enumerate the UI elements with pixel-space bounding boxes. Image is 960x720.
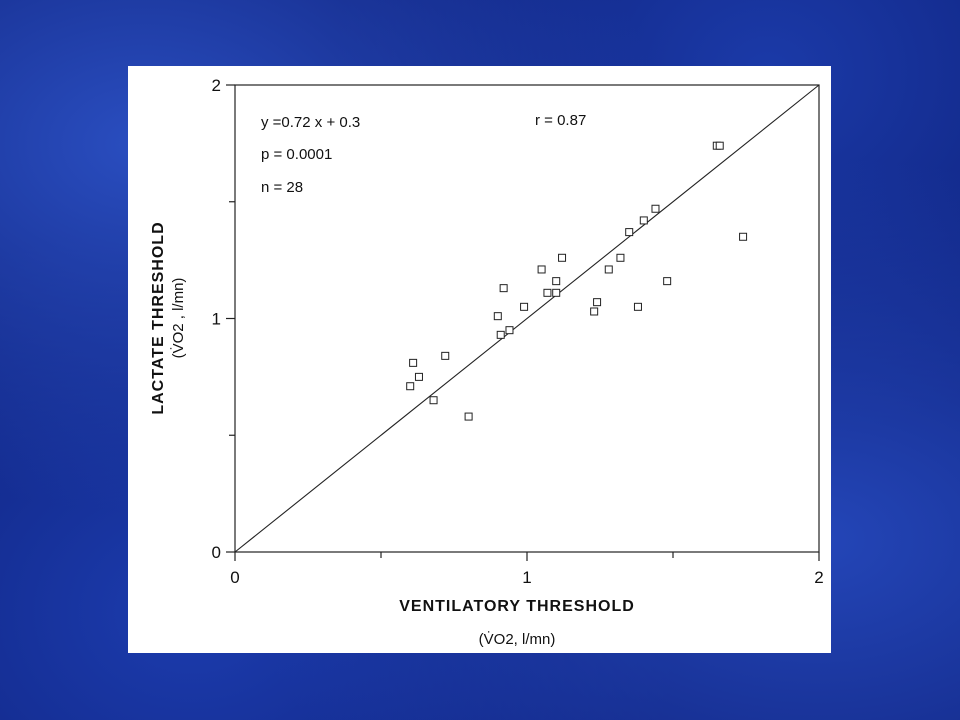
data-point [593, 298, 602, 307]
data-point [414, 372, 423, 381]
equation-annotation: y =0.72 x + 0.3 [261, 114, 360, 131]
y-tick-label: 0 [212, 543, 221, 562]
data-point [505, 326, 514, 335]
data-point [604, 265, 613, 274]
data-point [633, 302, 642, 311]
data-point [543, 288, 552, 297]
data-point [625, 228, 634, 237]
data-point [496, 330, 505, 339]
x-tick-label: 0 [230, 568, 239, 587]
p-annotation: p = 0.0001 [261, 146, 332, 163]
data-point [639, 216, 648, 225]
y-axis-title: LACTATE THRESHOLD [150, 221, 167, 414]
x-tick-label: 2 [814, 568, 823, 587]
data-point [663, 277, 672, 286]
data-point [616, 253, 625, 262]
data-point [537, 265, 546, 274]
data-point [715, 141, 724, 150]
y-tick-label: 2 [212, 76, 221, 95]
data-point [552, 277, 561, 286]
data-point [651, 204, 660, 213]
data-point [409, 358, 418, 367]
regression-line [234, 84, 820, 553]
data-point [552, 288, 561, 297]
x-axis-title: VENTILATORY THRESHOLD [399, 598, 635, 615]
chart-panel: 0 1 2 0 1 2 y =0.72 x + 0.3 r = 0.87 p = 0.00… [128, 66, 831, 653]
data-point [406, 382, 415, 391]
data-point [464, 412, 473, 421]
n-annotation: n = 28 [261, 179, 303, 196]
data-point [441, 351, 450, 360]
scatter-chart: 0 1 2 0 1 2 y =0.72 x + 0.3 r = 0.87 p = 0.00… [150, 76, 824, 648]
data-point [590, 307, 599, 316]
data-point [493, 312, 502, 321]
data-point [558, 253, 567, 262]
data-point [429, 396, 438, 405]
data-point [520, 302, 529, 311]
y-axis-unit: (V̇O2 , l/mn) [170, 278, 187, 359]
x-tick-label: 1 [522, 568, 531, 587]
y-tick-label: 1 [212, 310, 221, 329]
data-point [739, 232, 748, 241]
x-axis-unit: (V̇O2, l/mn) [479, 631, 556, 648]
data-point [499, 284, 508, 293]
r-annotation: r = 0.87 [535, 112, 586, 129]
